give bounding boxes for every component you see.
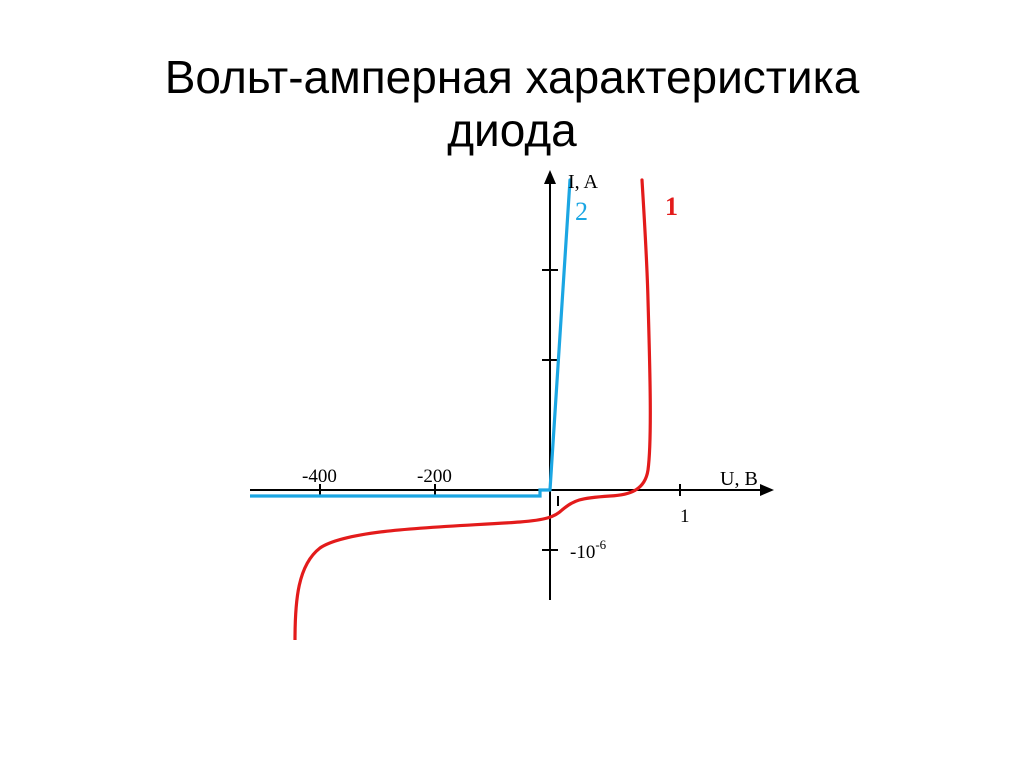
curve-2-forward [550, 180, 570, 490]
title-line-2: диода [447, 104, 577, 156]
y-tick-neg-sup: -6 [595, 537, 606, 552]
curve-1 [295, 180, 650, 640]
curve-1-label: 1 [665, 192, 678, 221]
y-axis-label: I, A [568, 171, 599, 193]
iv-chart: I, A U, B -400 -200 1 -10-6 1 2 [250, 170, 790, 640]
title-line-1: Вольт-амперная характеристика [165, 51, 860, 103]
page-title: Вольт-амперная характеристика диода [0, 51, 1024, 157]
slide: Вольт-амперная характеристика диода [0, 0, 1024, 767]
x-tick-neg200: -200 [417, 466, 452, 487]
x-axis-label: U, B [720, 468, 758, 490]
curve-2-label: 2 [575, 197, 588, 226]
iv-chart-svg: I, A U, B -400 -200 1 -10-6 1 2 [250, 170, 790, 640]
x-tick-neg400: -400 [302, 466, 337, 487]
y-tick-neg-base: -10 [570, 542, 595, 563]
y-tick-neg: -10-6 [570, 537, 607, 563]
x-tick-1: 1 [680, 506, 690, 527]
